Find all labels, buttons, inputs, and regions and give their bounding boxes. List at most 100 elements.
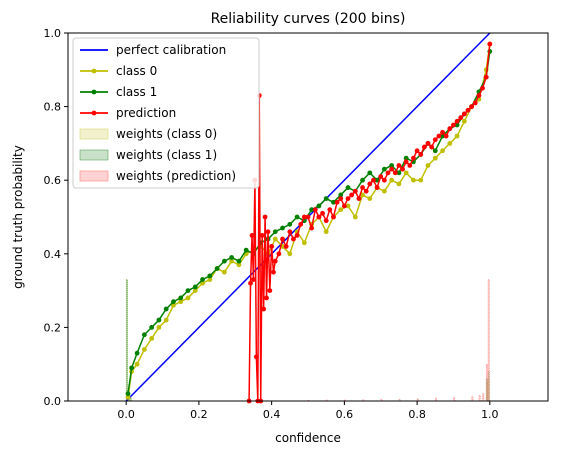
legend-label: class 0 [116, 64, 157, 78]
data-point [389, 163, 395, 168]
data-point [323, 218, 329, 224]
y-tick-label: 0.4 [44, 248, 62, 261]
legend-swatch [79, 149, 109, 161]
data-point [389, 166, 395, 172]
data-point [396, 181, 402, 187]
data-point [171, 302, 176, 308]
data-point [229, 255, 235, 260]
data-point [396, 163, 402, 168]
data-point [200, 280, 205, 286]
weights-bar [435, 397, 437, 402]
data-point [447, 126, 453, 132]
data-point [125, 391, 131, 397]
data-point [156, 317, 162, 323]
data-point [360, 192, 365, 198]
data-point [363, 188, 369, 194]
data-point [345, 185, 351, 190]
data-point [276, 251, 282, 257]
data-point [349, 192, 355, 198]
data-point [414, 148, 420, 154]
data-point [298, 221, 304, 227]
legend-marker [91, 110, 97, 116]
data-point [185, 295, 191, 301]
weights-bar [478, 395, 481, 402]
data-point [385, 170, 391, 176]
data-point [429, 144, 435, 150]
data-point [316, 203, 322, 209]
data-point [480, 85, 485, 91]
data-point [403, 170, 409, 176]
data-point [287, 251, 293, 257]
y-tick-label: 1.0 [44, 27, 62, 40]
legend: perfect calibration class 0 class 1 predict… [72, 37, 260, 189]
data-point [280, 236, 285, 242]
data-point [125, 394, 131, 400]
weights-bar [362, 399, 365, 402]
data-point [163, 317, 169, 323]
data-point [381, 166, 387, 172]
legend-label: class 1 [116, 85, 157, 99]
data-point [374, 177, 380, 183]
data-point [149, 325, 155, 330]
data-point [272, 258, 278, 264]
data-point [236, 262, 242, 268]
data-point [338, 196, 344, 202]
data-point [267, 288, 273, 293]
data-point [261, 306, 267, 312]
data-point [403, 159, 409, 165]
data-point [287, 229, 293, 235]
data-point [294, 214, 300, 220]
legend-box [72, 37, 260, 189]
data-point [271, 269, 276, 275]
data-point [316, 214, 322, 220]
x-tick-label: 0.2 [190, 408, 208, 421]
data-point [461, 118, 467, 124]
axes-frame [67, 32, 549, 402]
data-point [411, 177, 416, 183]
data-point [440, 129, 445, 135]
data-point [309, 207, 315, 213]
data-point [294, 233, 300, 238]
data-point [251, 277, 256, 282]
plot-area: 0.0 0.2 0.4 0.6 0.8 1.0 0.0 0.2 0.4 0.6 0.8 1.0 [44, 27, 549, 421]
data-point [465, 107, 471, 113]
data-point [440, 133, 445, 139]
data-point [171, 299, 176, 305]
data-point [309, 225, 315, 231]
data-point [360, 177, 365, 183]
data-point [129, 365, 135, 371]
legend-marker [91, 68, 97, 74]
data-point [367, 196, 373, 202]
data-point [345, 203, 351, 209]
data-point [403, 155, 409, 161]
data-point [334, 199, 340, 205]
data-point [236, 258, 242, 264]
data-point [272, 229, 278, 235]
data-point [458, 115, 464, 121]
data-point [381, 188, 387, 194]
data-point [469, 104, 475, 109]
data-point [418, 177, 424, 183]
data-point [249, 233, 255, 238]
data-point [291, 236, 296, 242]
legend-swatch [79, 128, 109, 140]
data-point [323, 229, 329, 235]
x-tick-label: 0.0 [117, 408, 135, 421]
weights-bar [482, 393, 485, 402]
weights-bar [487, 279, 490, 402]
data-point [214, 266, 220, 271]
data-point [407, 163, 413, 168]
data-point [389, 177, 395, 183]
data-point [367, 181, 373, 187]
data-point [269, 244, 275, 249]
data-point [221, 258, 227, 264]
data-point [178, 295, 184, 301]
data-point [367, 170, 373, 176]
data-point [200, 277, 205, 282]
data-point [411, 155, 416, 161]
legend-label: weights (class 1) [116, 148, 217, 162]
weights-bar [325, 399, 328, 402]
data-point [287, 221, 293, 227]
data-point [163, 306, 169, 312]
